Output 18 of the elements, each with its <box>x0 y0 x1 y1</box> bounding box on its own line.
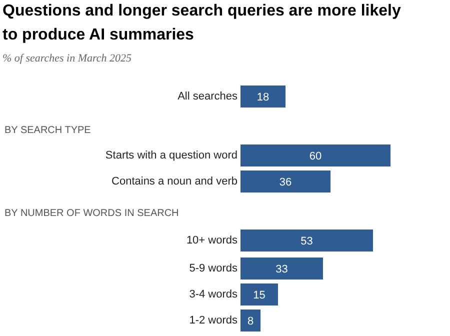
text: BY NUMBER OF WORDS IN SEARCH <box>4 208 179 219</box>
text: % of searches in March 2025 <box>2 52 132 64</box>
y-tick-label: 5-9 words <box>189 262 238 274</box>
data-label: 18 <box>256 92 270 104</box>
data-label: 60 <box>309 150 322 162</box>
y-tick-label: Starts with a question word <box>105 150 238 162</box>
data-label: 36 <box>279 176 292 188</box>
data-label: 15 <box>253 290 266 302</box>
y-tick-label: All searches <box>178 90 238 102</box>
y-tick-label: 3-4 words <box>189 288 238 300</box>
y-tick-label: 1-2 words <box>189 314 238 326</box>
data-label: 33 <box>276 264 288 276</box>
text: BY SEARCH TYPE <box>4 125 92 136</box>
chart-title: Questions and longer search queries are more likely to produce AI summaries <box>2 2 401 44</box>
y-tick-label: Contains a noun and verb <box>112 176 238 188</box>
data-label: 8 <box>247 316 254 328</box>
data-label: 53 <box>300 236 313 248</box>
y-tick-label: 10+ words <box>186 234 238 246</box>
